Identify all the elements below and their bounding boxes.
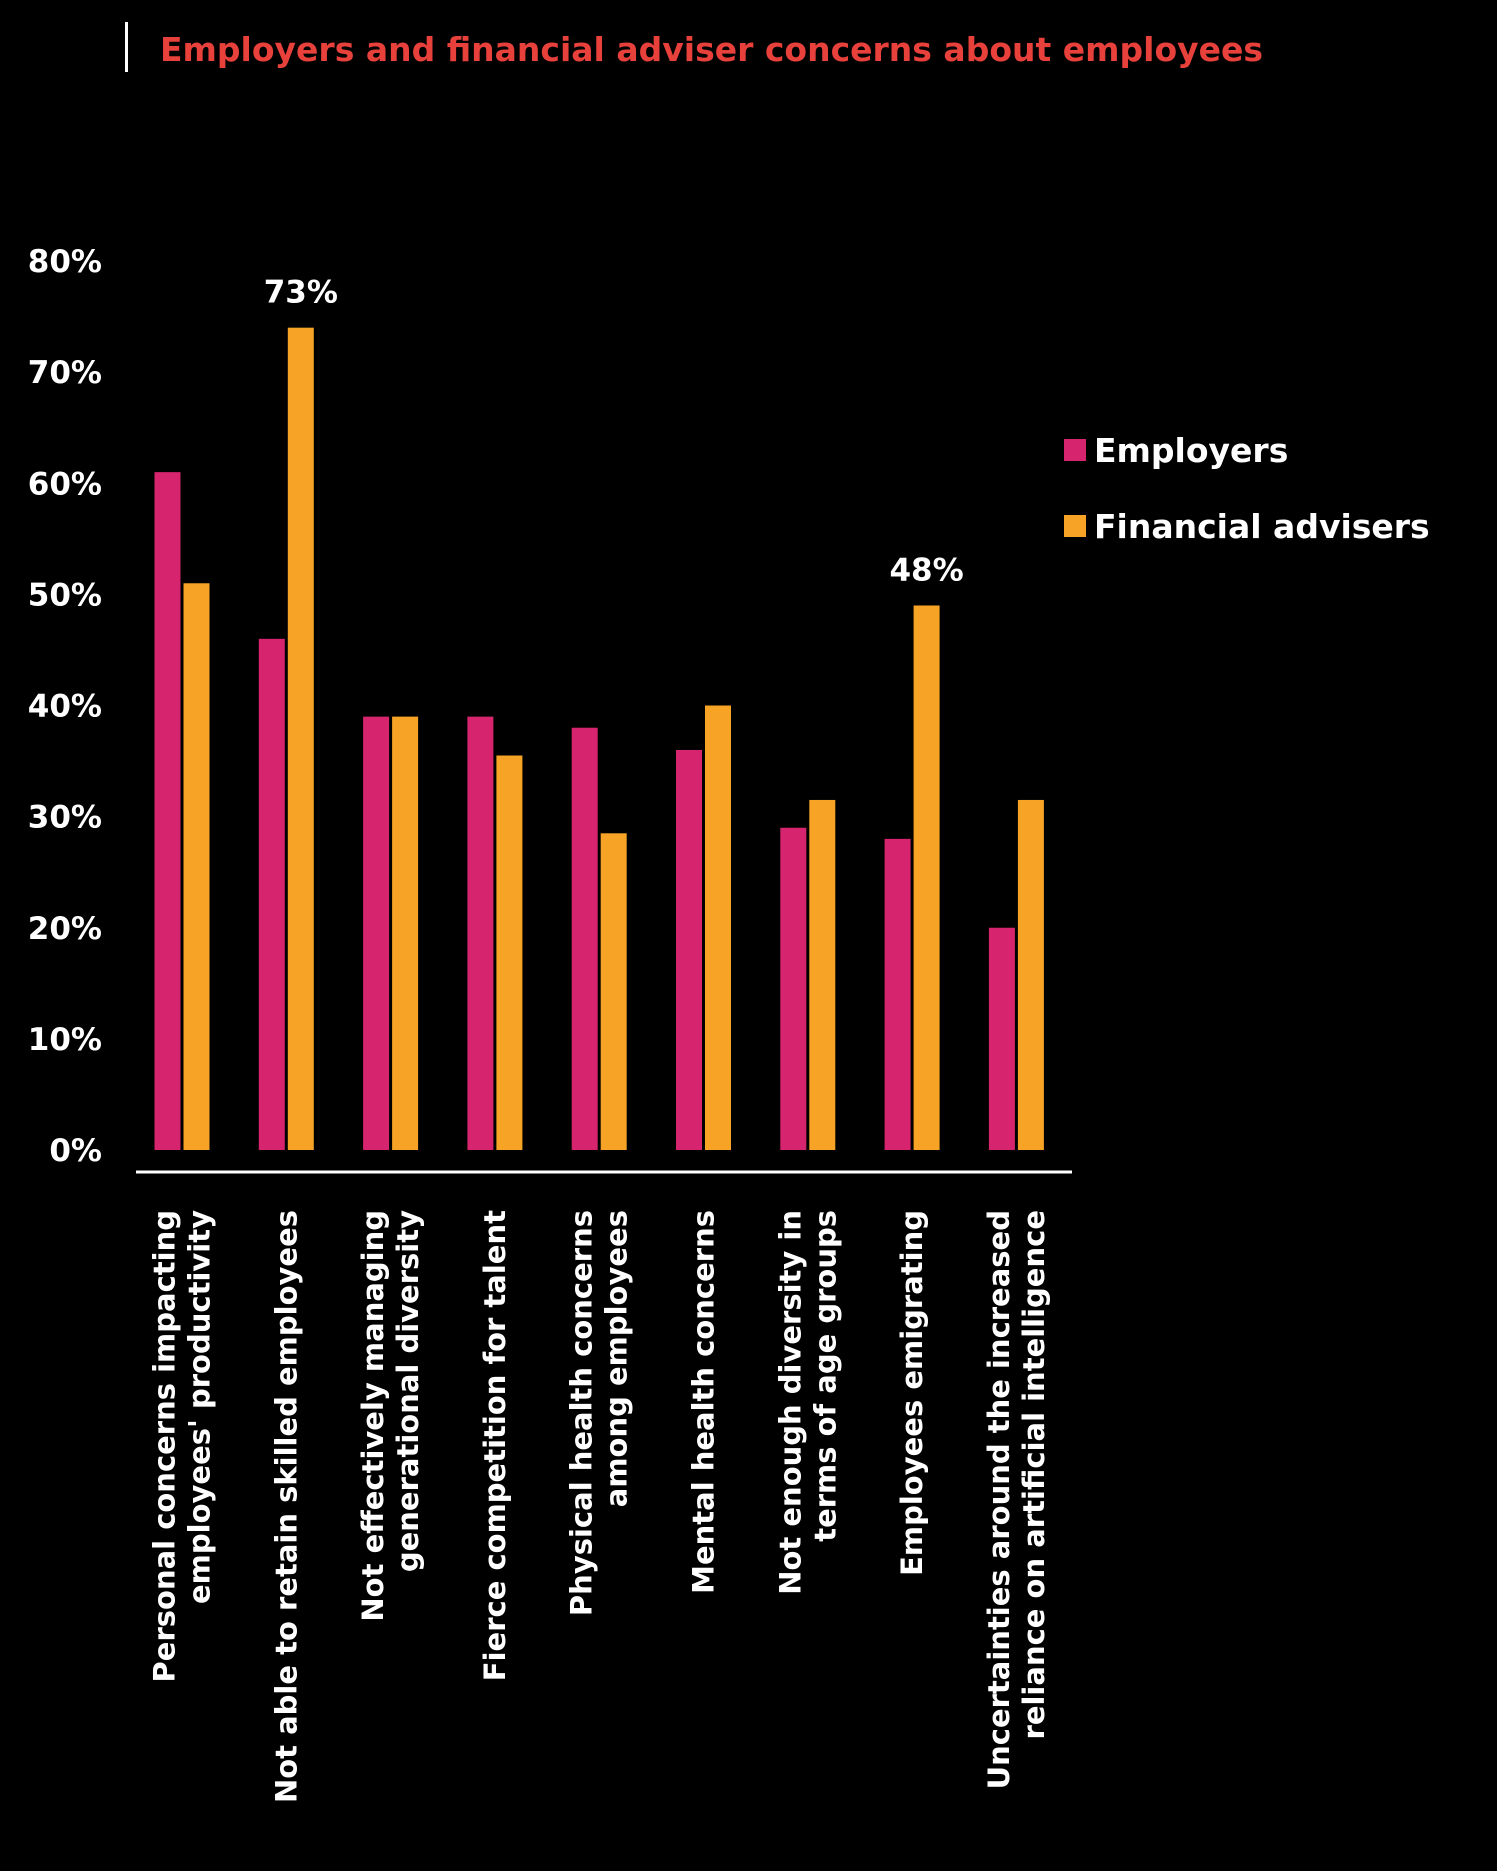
category-label: Not able to retain skilled employees [269, 1210, 303, 1803]
category-label: Mental health concerns [687, 1210, 721, 1594]
bar-financial-advisers [496, 755, 523, 1150]
bar-financial-advisers [809, 799, 836, 1150]
chart-title: Employers and financial adviser concerns… [160, 30, 1264, 69]
y-tick-label: 40% [28, 689, 102, 725]
y-tick-label: 20% [28, 911, 102, 947]
title-accent-bar [125, 22, 128, 72]
bar-employers [676, 749, 702, 1150]
bar-financial-advisers [705, 705, 731, 1150]
bar-financial-advisers [287, 327, 314, 1150]
bar-employers [154, 472, 181, 1150]
category-label: reliance on artificial intelligence [1017, 1210, 1051, 1739]
bar-employers [571, 727, 598, 1150]
bar-employers [258, 638, 285, 1150]
bar-financial-advisers [183, 583, 210, 1150]
category-label: Not enough diversity in [773, 1210, 807, 1595]
bar-employers [884, 838, 911, 1150]
y-tick-label: 30% [28, 800, 102, 836]
y-tick-label: 50% [28, 577, 102, 613]
category-label: Not effectively managing [356, 1210, 390, 1622]
legend-label: Financial advisers [1094, 507, 1430, 546]
legend-swatch [1064, 515, 1086, 537]
category-label: Employees emigrating [895, 1210, 929, 1576]
bar-employers [467, 716, 494, 1150]
category-label: generational diversity [391, 1210, 425, 1572]
y-tick-label: 0% [49, 1133, 102, 1169]
data-label: 73% [264, 275, 338, 311]
bar-employers [363, 716, 390, 1150]
category-label: Uncertainties around the increased [982, 1210, 1016, 1789]
y-tick-label: 60% [28, 466, 102, 502]
category-label: Fierce competition for talent [478, 1210, 512, 1681]
bar-financial-advisers [1017, 799, 1044, 1150]
category-label: employees' productivity [183, 1210, 217, 1604]
category-labels: Personal concerns impacting employees' pr… [148, 1210, 1051, 1803]
category-label: terms of age groups [808, 1210, 842, 1542]
bar-employers [780, 827, 807, 1150]
data-labels: 73% 48% [264, 275, 964, 589]
legend-swatch [1064, 439, 1086, 461]
bar-financial-advisers [600, 833, 627, 1150]
bars [154, 327, 1044, 1150]
bar-financial-advisers [392, 716, 419, 1150]
y-tick-label: 70% [28, 355, 102, 391]
bar-financial-advisers [913, 605, 940, 1150]
legend: Employers Financial advisers [1064, 431, 1430, 546]
y-axis-ticks: 0% 10% 20% 30% 40% 50% 60% 70% 80% [28, 244, 102, 1169]
y-tick-label: 80% [28, 244, 102, 280]
legend-label: Employers [1094, 431, 1288, 470]
category-label: Personal concerns impacting [148, 1210, 182, 1682]
category-label: among employees [600, 1210, 634, 1507]
y-tick-label: 10% [28, 1022, 102, 1058]
bar-employers [988, 927, 1015, 1150]
data-label: 48% [889, 552, 963, 588]
category-label: Physical health concerns [565, 1210, 599, 1616]
